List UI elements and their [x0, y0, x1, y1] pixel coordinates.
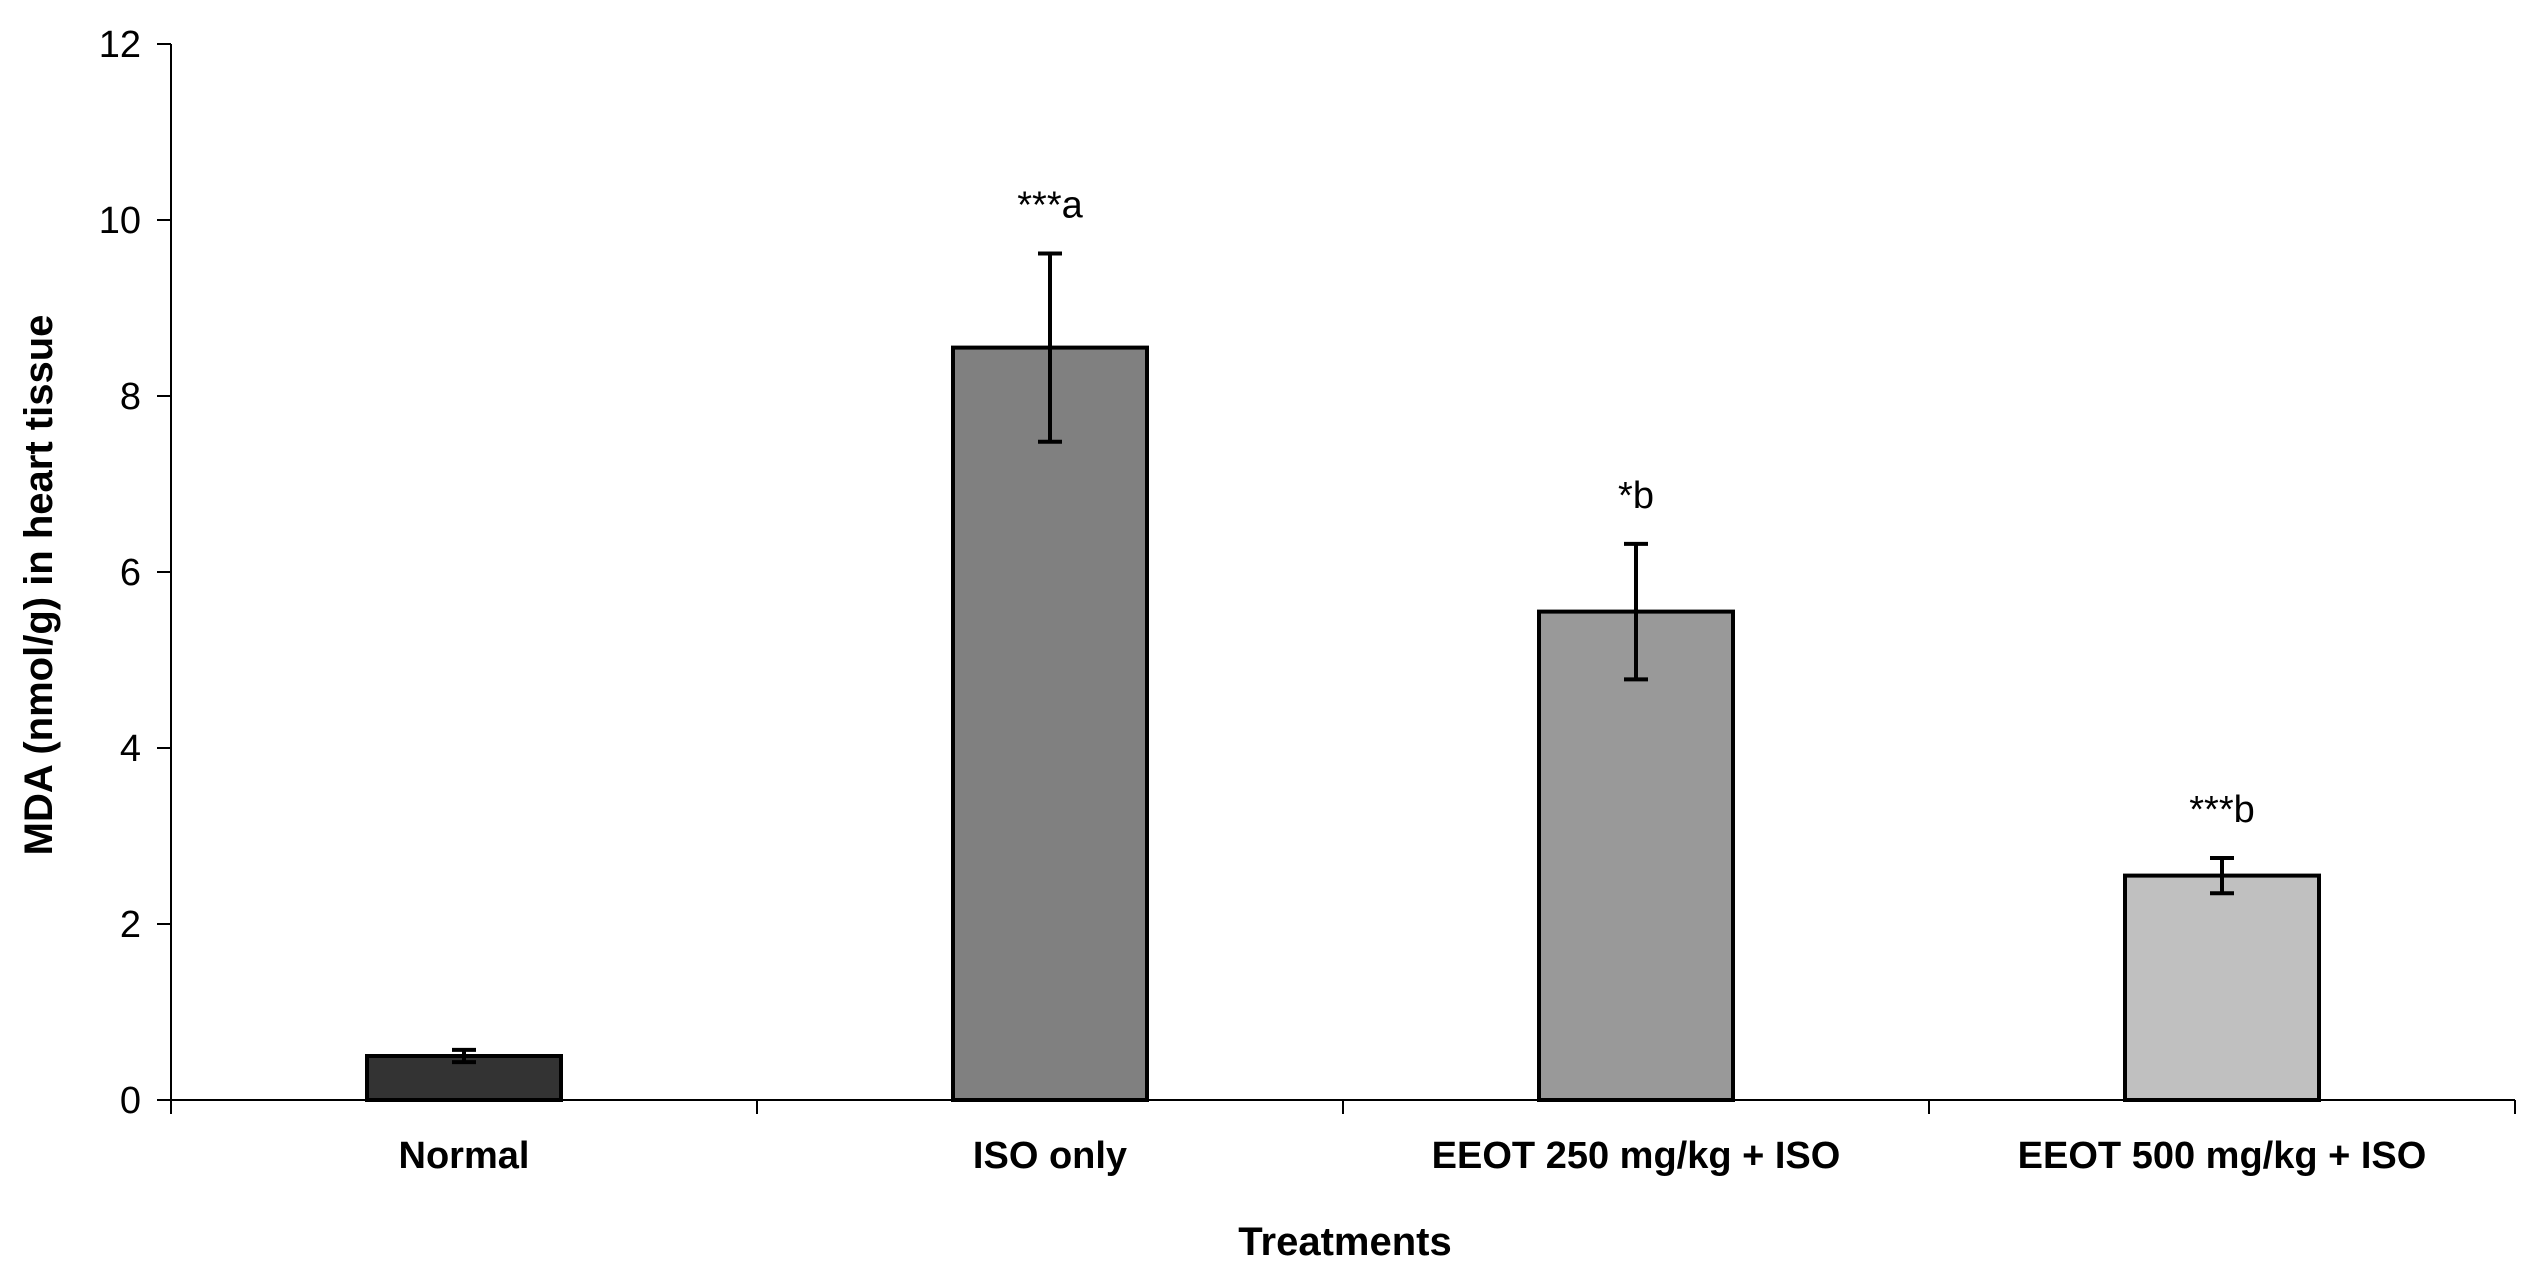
y-tick-label: 0 [120, 1080, 141, 1122]
x-category-label: EEOT 250 mg/kg + ISO [1432, 1135, 1841, 1177]
x-axis-title: Treatments [1238, 1220, 1451, 1264]
significance-label: *b [1618, 475, 1654, 517]
bar [1537, 609, 1735, 1102]
error-bars [452, 251, 2234, 1065]
significance-label: ***b [2189, 789, 2255, 831]
bar [365, 1054, 563, 1102]
significance-label: ***a [1017, 184, 1083, 226]
x-category-label: EEOT 500 mg/kg + ISO [2018, 1135, 2427, 1177]
bar [2123, 873, 2321, 1102]
x-axis: Normal ISO only EEOT 250 mg/kg + ISO EEOT 5… [170, 1099, 2516, 1177]
y-tick-label: 4 [120, 728, 141, 770]
y-tick-label: 10 [99, 200, 141, 242]
y-tick-label: 6 [120, 552, 141, 594]
bars [365, 345, 2321, 1103]
bar [951, 345, 1149, 1103]
x-category-label: Normal [399, 1135, 530, 1177]
annotations: ***a *b ***b [1017, 184, 2255, 831]
y-tick-label: 2 [120, 904, 141, 946]
y-axis: 0 2 4 6 8 10 12 [99, 24, 172, 1122]
y-tick-label: 12 [99, 24, 141, 66]
y-tick-label: 8 [120, 376, 141, 418]
y-axis-title: MDA (nmol/g) in heart tissue [17, 315, 61, 856]
x-category-label: ISO only [973, 1135, 1127, 1177]
